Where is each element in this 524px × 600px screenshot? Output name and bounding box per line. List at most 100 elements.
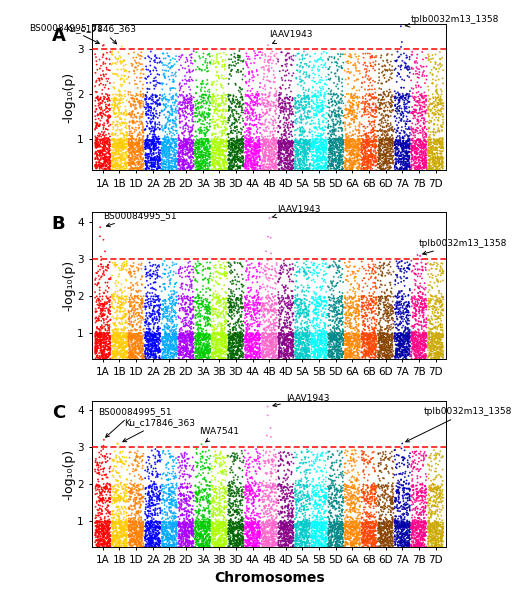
Point <box>236 522 245 532</box>
Point <box>137 295 145 305</box>
Point <box>365 299 373 309</box>
Point <box>222 50 231 59</box>
Point <box>206 59 214 68</box>
Point <box>278 61 287 71</box>
Point <box>396 305 404 315</box>
Point <box>345 257 354 267</box>
Point <box>180 313 188 323</box>
Point <box>336 133 345 143</box>
Point <box>329 349 337 358</box>
Point <box>226 508 234 518</box>
Point <box>137 541 145 551</box>
Point <box>126 351 134 361</box>
Point <box>100 483 108 493</box>
Point <box>287 331 296 341</box>
Point <box>419 148 428 157</box>
Point <box>103 326 112 335</box>
Point <box>292 119 300 128</box>
Point <box>312 346 321 356</box>
Point <box>272 86 281 96</box>
Point <box>254 138 263 148</box>
Point <box>437 269 445 278</box>
Point <box>167 307 176 317</box>
Point <box>419 345 427 355</box>
Point <box>294 344 303 354</box>
Point <box>407 63 416 73</box>
Point <box>147 153 156 163</box>
Point <box>128 520 137 530</box>
Point <box>394 308 402 317</box>
Point <box>117 342 126 352</box>
Point <box>399 517 407 527</box>
Point <box>398 340 406 349</box>
Point <box>165 518 173 527</box>
Point <box>309 137 317 147</box>
Point <box>344 350 352 359</box>
Point <box>263 469 271 479</box>
Point <box>129 518 137 528</box>
Point <box>173 164 181 173</box>
Point <box>144 344 152 353</box>
Point <box>338 351 346 361</box>
Point <box>236 83 244 93</box>
Point <box>209 526 217 536</box>
Point <box>227 335 236 344</box>
Point <box>439 142 447 151</box>
Point <box>401 530 410 539</box>
Point <box>177 332 185 342</box>
Point <box>182 527 191 537</box>
Point <box>375 163 384 173</box>
Point <box>431 110 440 119</box>
Point <box>119 529 128 539</box>
Point <box>162 95 170 104</box>
Point <box>397 296 405 306</box>
Point <box>271 518 279 528</box>
Point <box>405 340 413 350</box>
Point <box>320 88 329 98</box>
Point <box>394 485 402 495</box>
Point <box>370 489 378 499</box>
Point <box>97 464 105 474</box>
Point <box>380 529 388 539</box>
Point <box>175 151 183 160</box>
Point <box>172 512 181 522</box>
Point <box>159 304 168 314</box>
Point <box>151 274 160 284</box>
Point <box>351 91 359 100</box>
Point <box>114 131 122 141</box>
Point <box>266 335 275 345</box>
Point <box>236 537 244 547</box>
Point <box>138 463 147 473</box>
Point <box>241 306 249 316</box>
Point <box>354 155 363 165</box>
Point <box>175 353 183 363</box>
Point <box>242 59 250 68</box>
Point <box>188 330 196 340</box>
Point <box>386 339 395 349</box>
Point <box>207 334 215 343</box>
Point <box>375 536 384 546</box>
Point <box>392 56 400 66</box>
Point <box>419 534 428 544</box>
Point <box>177 343 185 353</box>
Point <box>280 129 288 139</box>
Point <box>176 483 184 493</box>
Point <box>246 514 255 523</box>
Point <box>415 337 423 347</box>
Point <box>150 346 159 355</box>
Point <box>320 519 329 529</box>
Point <box>144 143 152 153</box>
Point <box>254 295 263 304</box>
Point <box>158 525 166 535</box>
Point <box>288 292 297 301</box>
Point <box>221 93 230 103</box>
Point <box>250 526 258 536</box>
Point <box>209 502 217 512</box>
Point <box>325 301 333 310</box>
Point <box>374 336 383 346</box>
Point <box>328 157 336 167</box>
Point <box>421 334 430 343</box>
Point <box>162 351 171 361</box>
Point <box>432 164 441 174</box>
Point <box>398 323 406 332</box>
